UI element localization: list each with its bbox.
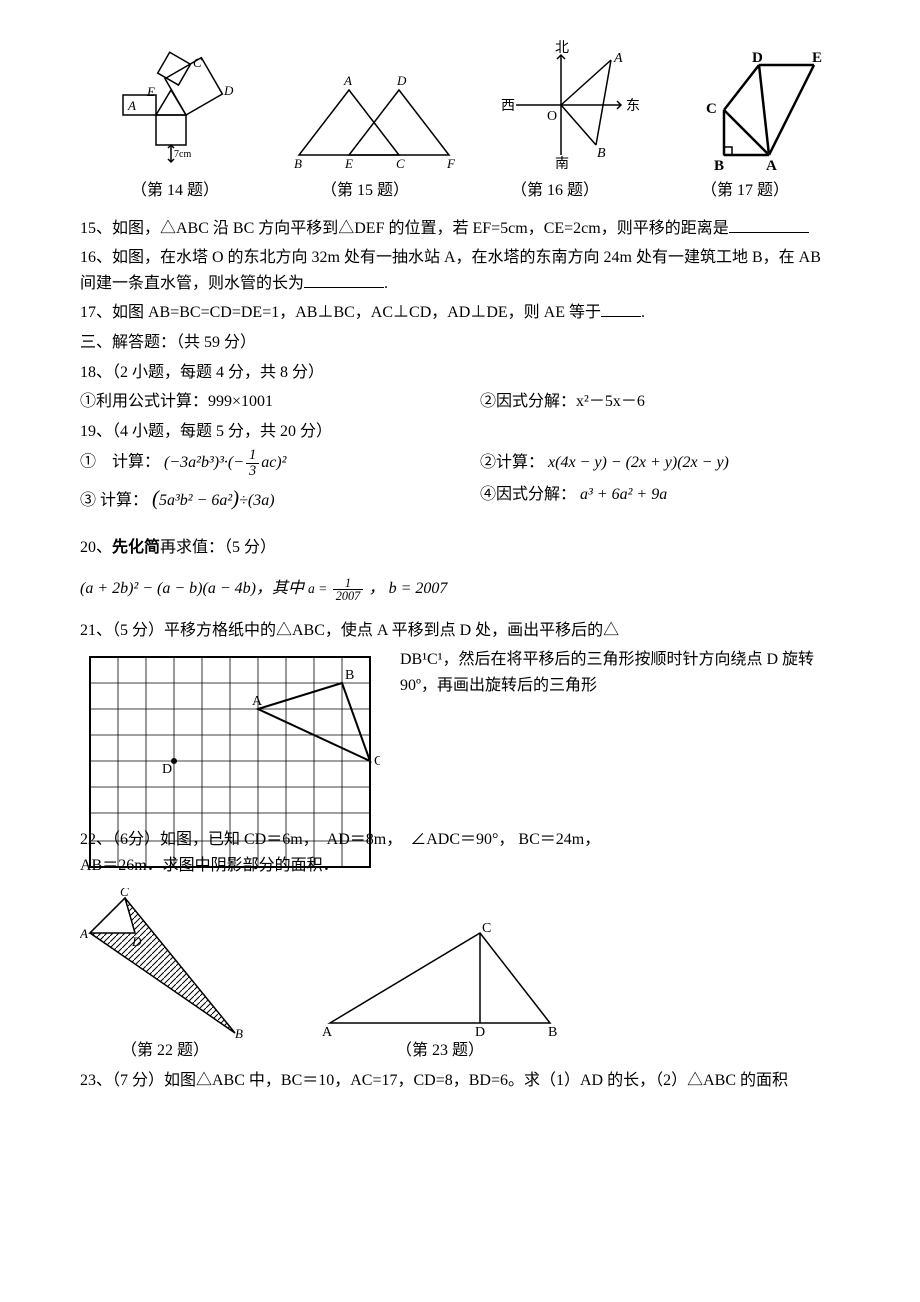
svg-text:C: C xyxy=(396,156,405,170)
fig14-label: （第 14 题） xyxy=(80,178,270,204)
svg-text:C: C xyxy=(706,101,717,117)
svg-text:A: A xyxy=(766,158,777,170)
svg-text:O: O xyxy=(547,109,557,124)
fig23-wrap: A B C D （第 23 题） xyxy=(310,918,570,1064)
svg-text:A: A xyxy=(127,98,136,113)
svg-text:E: E xyxy=(146,84,155,99)
fig22-wrap: A B C D （第 22 题） xyxy=(80,888,250,1064)
figs-22-23: A B C D （第 22 题） A B C D （第 23 题） xyxy=(80,888,840,1064)
figure-14: A E C D 7cm xyxy=(96,40,246,170)
svg-text:西: 西 xyxy=(501,99,515,114)
figure-15: A D B E C F xyxy=(279,60,469,170)
svg-text:北: 北 xyxy=(555,40,569,56)
fig16-label: （第 16 题） xyxy=(460,178,650,204)
svg-text:D: D xyxy=(396,73,407,88)
q18-subs: ①利用公式计算：999×1001 ②因式分解：x²－5x－6 xyxy=(80,389,840,415)
q18-1: ①利用公式计算：999×1001 xyxy=(80,389,440,415)
svg-text:7cm: 7cm xyxy=(174,149,191,160)
svg-text:A: A xyxy=(322,1025,333,1038)
svg-text:B: B xyxy=(235,1026,243,1038)
q21-intro: 21、（5 分）平移方格纸中的△ABC，使点 A 平移到点 D 处，画出平移后的… xyxy=(80,618,840,644)
section3: 三、解答题：（共 59 分） xyxy=(80,330,840,356)
figure-labels: （第 14 题） （第 15 题） （第 16 题） （第 17 题） xyxy=(80,178,840,204)
svg-text:B: B xyxy=(714,158,724,170)
q23: 23、（7 分）如图△ABC 中，BC＝10，AC=17，CD=8，BD=6。求… xyxy=(80,1068,840,1094)
svg-text:南: 南 xyxy=(555,156,569,170)
svg-text:D: D xyxy=(131,934,142,949)
svg-text:B: B xyxy=(294,156,302,170)
q20-expr: (a + 2b)² − (a − b)(a − 4b)，其中 a = 12007… xyxy=(80,576,840,603)
fig17-label: （第 17 题） xyxy=(650,178,840,204)
svg-text:C: C xyxy=(482,921,491,936)
q20: 20、先化简再求值：（5 分） xyxy=(80,535,840,561)
q18: 18、（2 小题，每题 4 分，共 8 分） xyxy=(80,360,840,386)
q16: 16、如图，在水塔 O 的东北方向 32m 处有一抽水站 A，在水塔的东南方向 … xyxy=(80,245,840,296)
figure-17: A B C D E xyxy=(694,50,824,170)
q19-3: ③ 计算： ((5a³b² − 6a²)÷(3a)5a³b² − 6a²)÷(3… xyxy=(80,482,440,515)
svg-text:A: A xyxy=(343,73,352,88)
q19-row1: ① 计算： (−3a²b³)³·(−13ac)² ②计算： x(4x − y) … xyxy=(80,448,840,478)
q19-1: ① 计算： (−3a²b³)³·(−13ac)² xyxy=(80,448,440,478)
svg-text:B: B xyxy=(345,668,354,683)
svg-text:D: D xyxy=(752,50,763,66)
svg-text:C: C xyxy=(120,888,129,899)
svg-text:A: A xyxy=(252,694,263,709)
svg-text:C: C xyxy=(193,55,202,70)
svg-text:F: F xyxy=(446,156,456,170)
q18-2: ②因式分解：x²－5x－6 xyxy=(480,389,840,415)
svg-text:D: D xyxy=(162,762,172,777)
svg-text:D: D xyxy=(475,1025,485,1038)
figures-row: A E C D 7cm A D B E C F 北 南 东 西 A xyxy=(80,40,840,170)
q17: 17、如图 AB=BC=CD=DE=1，AB⊥BC，AC⊥CD，AD⊥DE，则 … xyxy=(80,300,840,326)
q19-4: ④因式分解： a³ + 6a² + 9a xyxy=(480,482,840,515)
svg-text:A: A xyxy=(613,51,623,66)
q19: 19、（4 小题，每题 5 分，共 20 分） xyxy=(80,419,840,445)
svg-text:A: A xyxy=(80,926,88,941)
svg-text:B: B xyxy=(548,1025,557,1038)
svg-text:E: E xyxy=(344,156,353,170)
q15: 15、如图，△ABC 沿 BC 方向平移到△DEF 的位置，若 EF=5cm，C… xyxy=(80,216,840,242)
svg-text:东: 东 xyxy=(626,98,640,114)
fig15-label: （第 15 题） xyxy=(270,178,460,204)
svg-text:D: D xyxy=(223,83,234,98)
q22: 22、（6分）如图，已知 CD＝6m， AD＝8m， ∠ADC＝90°， BC＝… xyxy=(80,827,840,878)
svg-text:C: C xyxy=(374,754,380,769)
figure-16: 北 南 东 西 A B O xyxy=(501,40,661,170)
svg-text:E: E xyxy=(812,50,822,66)
q19-2: ②计算： x(4x − y) − (2x + y)(2x − y) xyxy=(480,450,840,476)
svg-text:B: B xyxy=(597,146,606,161)
q19-row2: ③ 计算： ((5a³b² − 6a²)÷(3a)5a³b² − 6a²)÷(3… xyxy=(80,482,840,515)
